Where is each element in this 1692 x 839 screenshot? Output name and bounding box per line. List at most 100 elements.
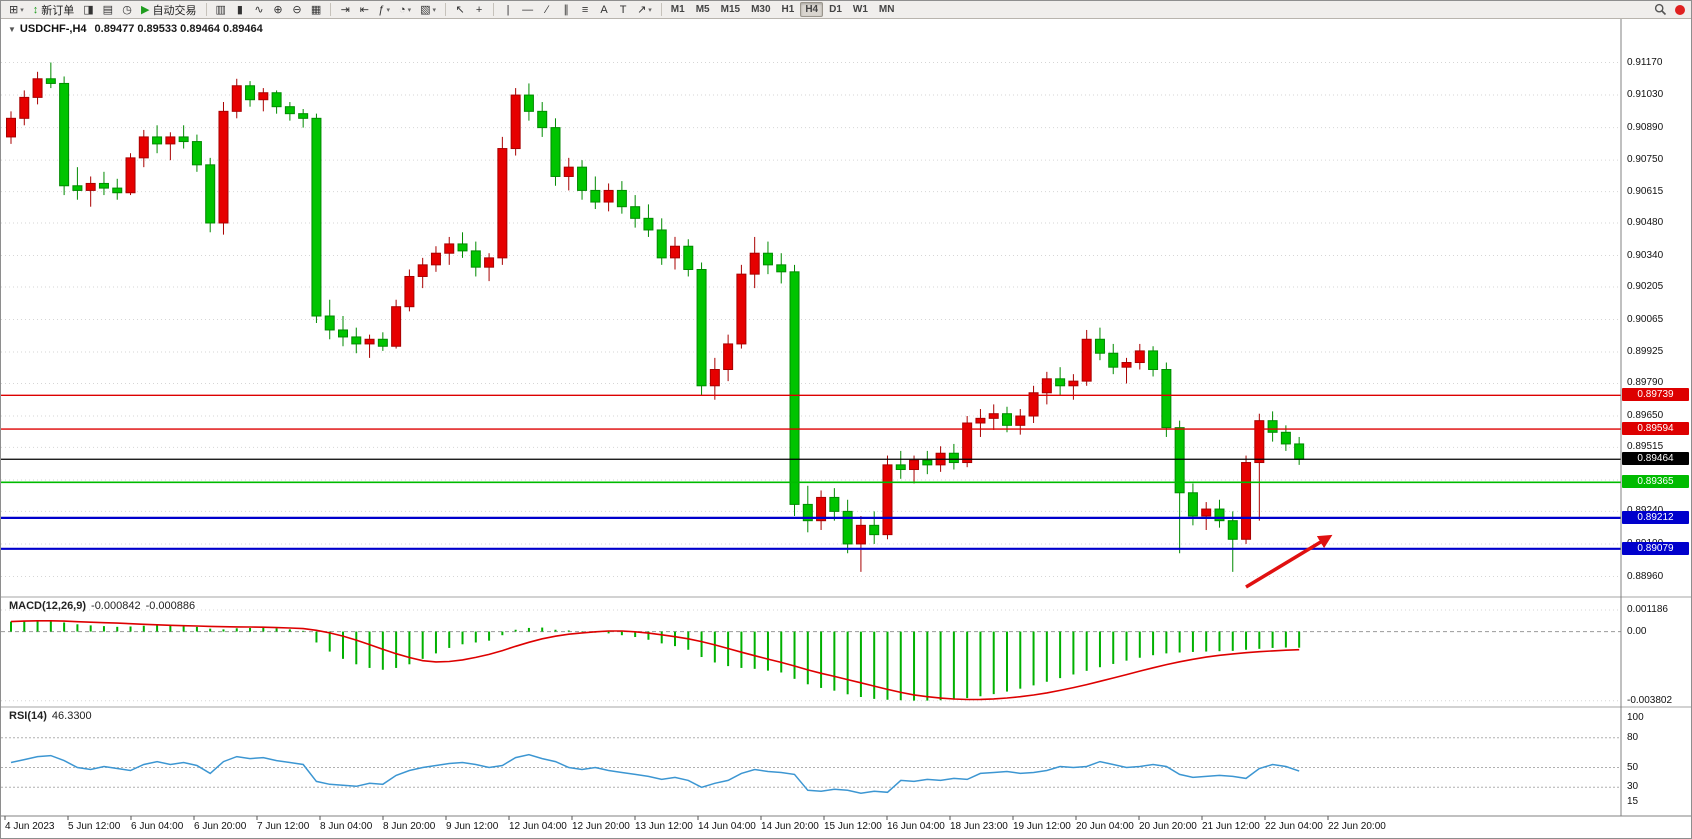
price-tick-label: 0.90750 <box>1627 154 1664 166</box>
new-chart-button[interactable]: ⊞ ▾ <box>5 2 28 18</box>
trendline-button[interactable]: ∕ <box>538 2 556 18</box>
rsi-value: 46.3300 <box>51 710 92 722</box>
zoom-in-icon: ⊕ <box>273 3 283 16</box>
horizontal-line-button[interactable]: — <box>518 2 537 18</box>
time-label: 20 Jun 04:00 <box>1076 821 1134 832</box>
time-label: 20 Jun 20:00 <box>1139 821 1197 832</box>
zoom-in-button[interactable]: ⊕ <box>269 2 287 18</box>
timeframe-M30[interactable]: M30 <box>751 4 771 15</box>
channel-icon: ∥ <box>563 3 569 16</box>
text-button[interactable]: A <box>595 2 613 18</box>
timeframe-D1[interactable]: D1 <box>829 4 842 15</box>
rsi-panel[interactable] <box>1 737 1621 794</box>
auto-scroll-icon: ⇥ <box>340 3 350 16</box>
templates-button[interactable]: ▧ ▾ <box>416 2 440 18</box>
time-label: 15 Jun 12:00 <box>824 821 882 832</box>
arrows-button[interactable]: ↗ ▾ <box>633 2 656 18</box>
search-icon[interactable] <box>1654 3 1667 16</box>
data-window-button[interactable]: ▤ <box>99 2 117 18</box>
horizontal-price-lines[interactable] <box>1 394 1621 550</box>
price-tick-label: 0.90480 <box>1627 216 1664 228</box>
crosshair-button[interactable]: + <box>470 2 488 18</box>
price-tick-label: 0.89925 <box>1627 346 1664 358</box>
new-order-button[interactable]: ↕ 新订单 <box>29 2 79 18</box>
time-label: 22 Jun 20:00 <box>1328 821 1386 832</box>
timeframe-M1[interactable]: M1 <box>670 4 685 15</box>
line-chart-icon: ∿ <box>254 3 264 16</box>
price-tick-label: 0.89790 <box>1627 377 1664 389</box>
dropdown-caret-icon: ▾ <box>386 6 390 14</box>
cursor-icon: ↖ <box>455 3 465 16</box>
zoom-out-button[interactable]: ⊖ <box>288 2 306 18</box>
panel-separators[interactable] <box>1 19 1692 820</box>
time-label: 8 Jun 20:00 <box>383 821 436 832</box>
trend-arrow[interactable] <box>1245 534 1333 589</box>
text-label-button[interactable]: T <box>614 2 632 18</box>
chart-title: ▼ USDCHF-,H4 0.89477 0.89533 0.89464 0.894… <box>8 23 263 35</box>
tile-windows-button[interactable]: ▦ <box>307 2 325 18</box>
new-chart-icon: ⊞ <box>9 3 19 16</box>
time-label: 14 Jun 04:00 <box>698 821 756 832</box>
cursor-button[interactable]: ↖ <box>451 2 469 18</box>
timeframe-M5[interactable]: M5 <box>695 4 710 15</box>
chart-symbol-period: USDCHF-,H4 <box>19 23 87 35</box>
templates-icon: ▧ <box>420 3 431 16</box>
time-label: 22 Jun 04:00 <box>1265 821 1323 832</box>
vertical-line-icon: | <box>506 3 510 16</box>
vertical-line-button[interactable]: | <box>499 2 517 18</box>
new-order-button-label: 新订单 <box>41 4 75 17</box>
price-tick-label: 0.91170 <box>1627 56 1663 68</box>
dropdown-caret-icon: ▾ <box>407 6 412 14</box>
crosshair-icon: + <box>475 3 483 16</box>
price-scale[interactable]: 0.91170 0.91030 0.90890 0.90750 0.90615 0.904… <box>1621 1 1691 838</box>
macd-panel[interactable] <box>1 609 1621 702</box>
price-tick-label: 0.89650 <box>1627 410 1664 422</box>
price-tick-label: 0.89240 <box>1627 505 1663 517</box>
dropdown-caret-icon: ▾ <box>648 6 652 14</box>
fibonacci-button[interactable]: ≡ <box>576 2 594 18</box>
bar-chart-icon: ▥ <box>215 3 226 16</box>
timeframe-W1[interactable]: W1 <box>852 4 868 15</box>
shift-chart-button[interactable]: ⇤ <box>355 2 373 18</box>
time-label: 13 Jun 12:00 <box>635 821 693 832</box>
indicators-button[interactable]: ƒ ▾ <box>374 2 394 18</box>
toolbar-separator <box>445 3 447 16</box>
timeframe-H1[interactable]: H1 <box>781 4 795 15</box>
auto-scroll-button[interactable]: ⇥ <box>336 2 354 18</box>
bar-chart-button[interactable]: ▥ <box>212 2 230 18</box>
market-watch-button[interactable]: ◨ <box>79 2 97 18</box>
time-label: 16 Jun 04:00 <box>887 821 945 832</box>
candlestick-series[interactable] <box>6 62 1305 572</box>
notification-dot[interactable] <box>1675 4 1685 15</box>
alerts-button[interactable]: ◷ <box>118 2 136 18</box>
price-tick-label: 0.88960 <box>1627 570 1664 582</box>
autotrading-button[interactable]: ▶ 自动交易 <box>137 2 200 18</box>
time-label: 9 Jun 12:00 <box>446 821 499 832</box>
macd-tick-label: -0.003802 <box>1627 694 1673 706</box>
time-label: 7 Jun 12:00 <box>257 821 310 832</box>
rsi-tick-label: 50 <box>1627 761 1639 773</box>
dropdown-caret-icon: ▾ <box>20 6 24 14</box>
timeframe-M15[interactable]: M15 <box>720 4 741 15</box>
line-chart-button[interactable]: ∿ <box>250 2 268 18</box>
toolbar: ⊞ ▾ ↕ 新订单 ◨ ▤ ◷ ▶ 自动交易 ▥ ▮ ∿ ⊕ ⊖ ▦ ⇥ ⇤ ƒ ▾ ◔ ▾ ▧ ▾ ↖ + | — ∕ ∥ ≡ A T ↗ ▾ … <box>1 1 1691 19</box>
channel-button[interactable]: ∥ <box>557 2 575 18</box>
price-line-box: 0.89365 <box>1622 475 1689 489</box>
new-order-icon: ↕ <box>32 3 39 16</box>
timeframe-H4[interactable]: H4 <box>800 2 824 17</box>
price-line-box: 0.89464 <box>1622 452 1689 466</box>
toolbar-separator <box>660 3 662 16</box>
timeframe-MN[interactable]: MN <box>878 4 895 15</box>
periods-button[interactable]: ◔ ▾ <box>395 2 415 18</box>
chart-dropdown-icon[interactable]: ▼ <box>8 25 16 34</box>
price-tick-label: 0.90065 <box>1627 313 1664 325</box>
toolbar-separator <box>205 3 207 16</box>
time-label: 19 Jun 12:00 <box>1013 821 1071 832</box>
indicators-icon: ƒ <box>378 3 385 16</box>
time-label: 14 Jun 20:00 <box>761 821 819 832</box>
macd-indicator-label: MACD(12,26,9) -0.000842 -0.000886 <box>9 600 200 612</box>
candlestick-chart-button[interactable]: ▮ <box>231 2 249 18</box>
price-line-box: 0.89594 <box>1622 422 1689 436</box>
